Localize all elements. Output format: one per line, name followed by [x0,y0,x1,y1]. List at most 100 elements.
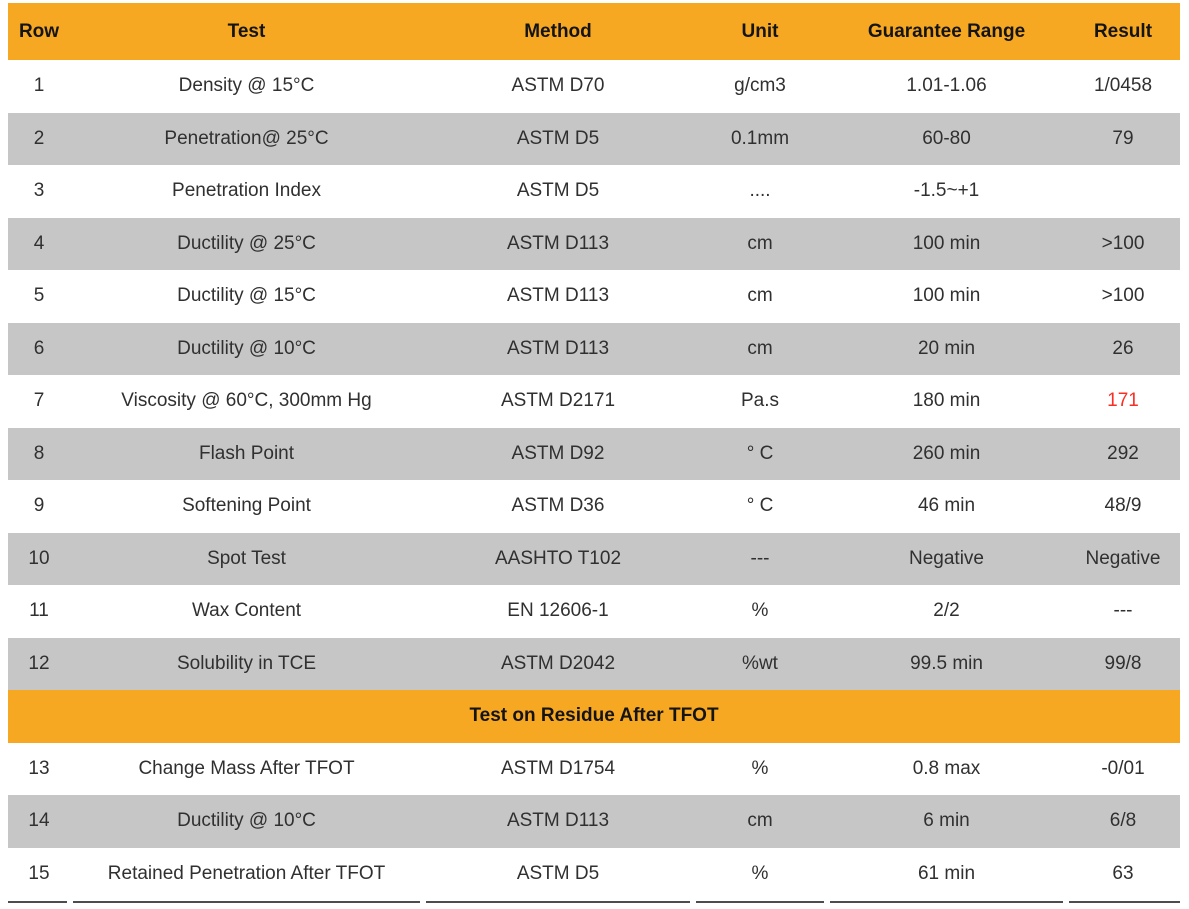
cell-guarantee-range: 100 min [912,285,981,307]
table-row: 4 Ductility @ 25°C ASTM D113 cm 100 min … [8,217,1180,270]
cell-test: Viscosity @ 60°C, 300mm Hg [121,390,372,412]
cell-method: ASTM D92 [511,442,605,464]
cell-row-number: 7 [33,390,45,412]
cell-test: Wax Content [191,600,302,622]
cell-unit: cm [747,285,773,307]
cell-result: >100 [1101,232,1145,254]
table-row: 12 Solubility in TCE ASTM D2042 %wt 99.5… [8,637,1180,690]
cell-test: Ductility @ 10°C [177,810,316,832]
cell-guarantee-range: 61 min [917,862,976,884]
cell-method: ASTM D70 [511,75,605,97]
cell-row-number: 1 [33,75,45,97]
cell-test: Penetration Index [172,180,321,202]
cell-unit: % [751,757,769,779]
cell-method: ASTM D36 [511,495,605,517]
cell-guarantee-range: 2/2 [933,600,960,622]
cell-unit: Pa.s [740,390,780,412]
cell-test: Spot Test [207,547,286,569]
cell-method: ASTM D5 [516,180,600,202]
table-row: 1 Density @ 15°C ASTM D70 g/cm3 1.01-1.0… [8,60,1180,113]
cell-method: ASTM D113 [506,285,610,307]
cell-row-number: 2 [33,127,45,149]
cell-result: 48/9 [1104,495,1142,517]
table-row: 5 Ductility @ 15°C ASTM D113 cm 100 min … [8,270,1180,323]
cell-guarantee-range: 99.5 min [910,652,983,674]
cell-test: Ductility @ 25°C [177,232,316,254]
cell-row-number: 6 [33,337,45,359]
cell-guarantee-range: 180 min [912,390,981,412]
cell-unit: g/cm3 [734,75,786,97]
table-row: 14 Ductility @ 10°C ASTM D113 cm 6 min 6… [8,795,1180,848]
cell-result: 79 [1112,127,1134,149]
cell-result: 292 [1107,442,1139,464]
cell-row-number: 14 [28,810,50,832]
table-row: 3 Penetration Index ASTM D5 .... -1.5~+1 [8,165,1180,218]
cell-guarantee-range: 260 min [912,442,981,464]
cell-method: ASTM D5 [516,862,600,884]
cell-guarantee-range: 20 min [917,337,976,359]
table-bottom-rule [8,901,1180,903]
bottom-rule-segment [426,901,690,903]
cell-method: EN 12606-1 [507,600,609,622]
table-row: 6 Ductility @ 10°C ASTM D113 cm 20 min 2… [8,322,1180,375]
bottom-rule-segment [696,901,824,903]
table-row: 10 Spot Test AASHTO T102 --- Negative Ne… [8,532,1180,585]
cell-result: Negative [1085,547,1161,569]
cell-test: Ductility @ 10°C [177,337,316,359]
header-cell-row: Row [18,20,60,42]
cell-result: --- [1113,600,1133,622]
header-cell-guarantee-range: Guarantee Range [867,20,1026,42]
cell-row-number: 8 [33,442,45,464]
cell-test: Solubility in TCE [176,652,317,674]
cell-unit: cm [747,337,773,359]
section-banner-tfot: Test on Residue After TFOT [8,690,1180,743]
cell-row-number: 5 [33,285,45,307]
header-cell-result: Result [1093,20,1153,42]
cell-result [1066,165,1180,218]
header-cell-method: Method [524,20,592,42]
table-body-after-tfot: 13 Change Mass After TFOT ASTM D1754 % 0… [8,742,1180,900]
cell-row-number: 10 [28,547,50,569]
cell-row-number: 3 [33,180,45,202]
cell-row-number: 12 [28,652,50,674]
cell-result: 1/0458 [1093,75,1153,97]
cell-method: ASTM D2171 [500,390,616,412]
table-row: 8 Flash Point ASTM D92 ° C 260 min 292 [8,427,1180,480]
table-header-row: Row Test Method Unit Guarantee Range Res… [8,3,1180,60]
cell-result: -0/01 [1101,757,1145,779]
cell-unit: ° C [746,442,774,464]
cell-unit: cm [747,232,773,254]
cell-guarantee-range: 46 min [917,495,976,517]
cell-test: Penetration@ 25°C [164,127,329,149]
cell-method: ASTM D113 [506,810,610,832]
cell-test: Ductility @ 15°C [177,285,316,307]
cell-test: Retained Penetration After TFOT [107,862,386,884]
cell-method: ASTM D113 [506,232,610,254]
cell-row-number: 9 [33,495,45,517]
cell-result: 99/8 [1104,652,1142,674]
cell-test: Change Mass After TFOT [138,757,355,779]
bottom-rule-segment [73,901,420,903]
cell-guarantee-range: -1.5~+1 [913,180,980,202]
cell-method: ASTM D1754 [500,757,616,779]
cell-result: 171 [1107,390,1139,412]
cell-guarantee-range: Negative [909,547,984,569]
cell-guarantee-range: 100 min [912,232,981,254]
table-body-main: 1 Density @ 15°C ASTM D70 g/cm3 1.01-1.0… [8,60,1180,690]
cell-method: ASTM D5 [516,127,600,149]
cell-guarantee-range: 0.8 max [912,757,981,779]
table-row: 13 Change Mass After TFOT ASTM D1754 % 0… [8,742,1180,795]
cell-guarantee-range: 60-80 [922,127,971,149]
bottom-rule-segment [830,901,1063,903]
table-row: 9 Softening Point ASTM D36 ° C 46 min 48… [8,480,1180,533]
header-cell-unit: Unit [741,20,779,42]
cell-row-number: 13 [28,757,50,779]
cell-unit: --- [750,547,770,569]
cell-test: Flash Point [198,442,295,464]
cell-test: Softening Point [182,495,311,517]
cell-guarantee-range: 6 min [923,810,970,832]
bottom-rule-segment [8,901,67,903]
bottom-rule-segment [1069,901,1180,903]
cell-method: AASHTO T102 [494,547,622,569]
